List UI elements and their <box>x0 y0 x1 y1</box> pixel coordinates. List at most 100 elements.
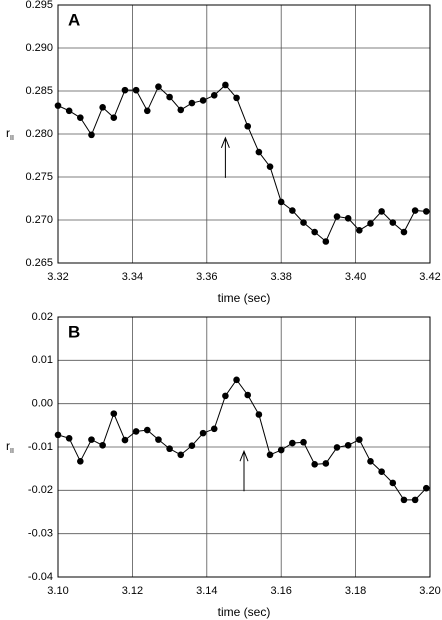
x-tick-label: 3.10 <box>47 585 68 597</box>
y-tick-label: -0.04 <box>28 571 53 583</box>
data-point <box>300 438 307 446</box>
data-point <box>266 163 274 170</box>
y-tick-label: -0.02 <box>28 484 53 496</box>
data-point <box>54 102 62 109</box>
data-line <box>57 378 427 501</box>
data-point <box>255 148 263 156</box>
x-tick-label: 3.12 <box>122 585 143 597</box>
data-point <box>233 94 240 102</box>
data-point <box>188 99 196 107</box>
data-line <box>57 84 427 243</box>
data-point <box>333 213 341 220</box>
x-tick-label: 3.34 <box>122 271 143 283</box>
y-tick-label: 0.02 <box>32 311 53 323</box>
data-point <box>110 114 118 121</box>
data-point <box>389 479 397 487</box>
data-point <box>255 411 263 418</box>
data-point <box>244 391 252 399</box>
data-point <box>422 208 430 215</box>
data-point <box>199 429 207 437</box>
y-axis-label-main: r <box>6 126 10 140</box>
data-point <box>65 435 73 442</box>
data-point <box>166 93 173 101</box>
x-tick-label: 3.38 <box>270 271 291 283</box>
y-axis-label-sub: II <box>10 135 14 142</box>
data-point <box>311 461 318 468</box>
data-point <box>367 458 374 465</box>
data-point <box>411 496 419 504</box>
data-point <box>378 468 385 476</box>
y-tick-label: 0.295 <box>25 0 53 11</box>
x-tick-label: 3.40 <box>345 271 366 283</box>
x-tick-label: 3.16 <box>270 585 291 597</box>
x-tick-label: 3.42 <box>419 271 440 283</box>
data-point <box>143 107 151 115</box>
data-point <box>400 228 408 236</box>
data-point <box>356 227 363 234</box>
data-point <box>155 83 162 90</box>
data-point <box>188 442 196 450</box>
x-tick-label: 3.36 <box>196 271 217 283</box>
x-axis-label: time (sec) <box>218 605 271 619</box>
x-tick-label: 3.14 <box>196 585 217 597</box>
data-point <box>166 445 173 453</box>
data-point <box>300 219 307 226</box>
plot-border <box>57 4 431 264</box>
y-tick-label: 0.01 <box>32 354 53 366</box>
data-point <box>99 104 106 111</box>
y-tick-label: 0.285 <box>25 85 53 97</box>
data-point <box>222 392 229 400</box>
data-point <box>356 436 363 443</box>
y-tick-label: 0.290 <box>25 42 53 54</box>
data-point <box>344 214 352 222</box>
y-axis-label-sub: II <box>10 448 14 455</box>
y-tick-label: 0.270 <box>25 214 53 226</box>
panel-label: B <box>68 322 80 341</box>
data-point <box>378 208 385 215</box>
data-point <box>233 376 240 384</box>
arrow <box>239 449 249 492</box>
data-point <box>143 426 151 434</box>
data-point <box>88 131 95 139</box>
data-point <box>199 97 207 104</box>
data-point <box>155 436 162 443</box>
x-tick-label: 3.20 <box>419 585 440 597</box>
data-point <box>210 92 218 99</box>
data-point <box>77 458 84 465</box>
data-point <box>65 107 73 115</box>
panel: -0.04 -0.03 -0.02 -0.01 0.00 0.01 0.02 3.10 3.12… <box>6 311 441 619</box>
y-axis-label-main: r <box>6 439 10 453</box>
y-tick-label: -0.01 <box>28 441 53 453</box>
data-point <box>422 484 430 492</box>
data-point <box>54 431 62 439</box>
data-point <box>289 207 296 214</box>
data-point <box>99 441 106 449</box>
data-point <box>121 436 129 444</box>
data-point <box>333 444 341 451</box>
data-point <box>121 86 129 94</box>
data-point <box>266 451 274 459</box>
data-point <box>177 106 185 114</box>
y-tick-label: 0.280 <box>25 128 53 140</box>
data-point <box>77 114 84 121</box>
plot-border <box>57 316 431 578</box>
data-point <box>322 460 330 467</box>
data-point <box>289 439 296 447</box>
data-point <box>311 228 318 236</box>
x-axis-label: time (sec) <box>218 291 271 305</box>
data-point <box>244 122 252 130</box>
y-tick-label: 0.265 <box>25 257 53 269</box>
x-tick-label: 3.18 <box>345 585 366 597</box>
data-point <box>88 436 95 443</box>
data-point <box>277 446 285 454</box>
data-point <box>222 81 229 89</box>
data-point <box>132 86 140 94</box>
data-point <box>110 410 118 417</box>
data-point <box>344 441 352 449</box>
y-tick-label: 0.275 <box>25 171 53 183</box>
panel: 0.265 0.270 0.275 0.280 0.285 0.290 0.295 3.32 3… <box>6 0 441 305</box>
arrow <box>220 136 230 178</box>
data-point <box>400 496 408 504</box>
data-point <box>322 238 330 245</box>
